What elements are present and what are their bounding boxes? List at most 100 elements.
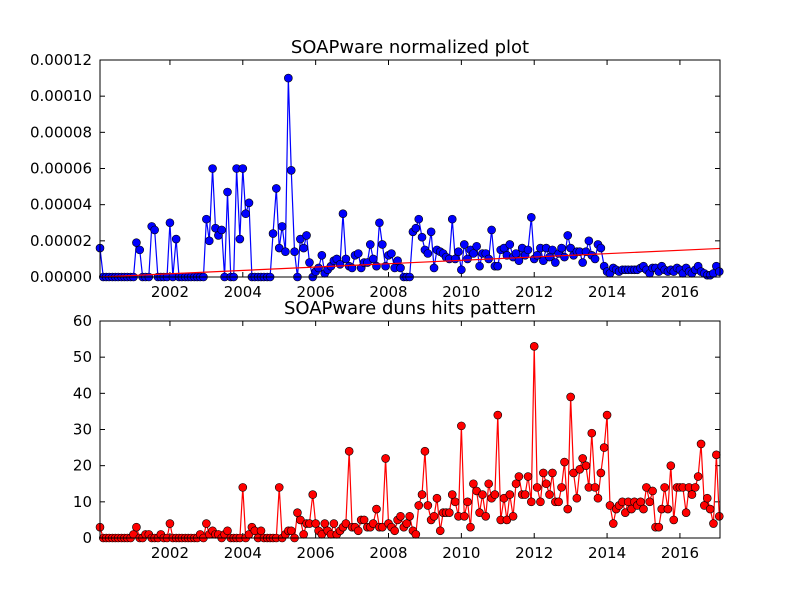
point [572, 493, 582, 503]
point [599, 443, 609, 452]
point [387, 249, 396, 258]
point [566, 392, 575, 402]
point [426, 227, 436, 237]
point [290, 247, 299, 256]
point [584, 236, 594, 246]
point [244, 198, 254, 208]
point [311, 519, 320, 528]
point [320, 519, 330, 528]
point [457, 265, 466, 275]
point [272, 184, 281, 193]
point [429, 263, 439, 273]
y-tick-label: 60 [73, 312, 92, 330]
point [314, 263, 323, 273]
point [590, 254, 600, 264]
axes-frame [99, 59, 721, 278]
point [286, 166, 296, 175]
point [490, 490, 500, 499]
point [299, 243, 308, 253]
x-tick-label: 2006 [297, 544, 335, 562]
point [475, 261, 484, 271]
x-tick-label: 2012 [515, 544, 553, 562]
x-tick-label: 2004 [224, 283, 262, 301]
point [459, 511, 469, 521]
point [505, 490, 515, 499]
point [469, 479, 478, 489]
point [414, 501, 424, 510]
y-tick-label: 0.00008 [30, 123, 92, 141]
point [463, 254, 472, 264]
point [654, 522, 664, 532]
point [402, 519, 412, 528]
point [281, 247, 290, 256]
point [505, 240, 515, 249]
point [368, 254, 378, 264]
x-tick-label: 2002 [151, 544, 189, 562]
point [639, 504, 648, 514]
point [696, 439, 706, 449]
point [420, 446, 430, 456]
point [284, 73, 293, 83]
point [241, 209, 251, 219]
point [204, 236, 214, 246]
point [681, 508, 691, 517]
point [208, 164, 217, 173]
point [274, 483, 284, 492]
point [447, 490, 457, 499]
point [305, 258, 314, 267]
x-tick-label: 2008 [369, 544, 407, 562]
point [602, 410, 612, 420]
point [457, 421, 466, 431]
y-tick-label: 0.00002 [30, 232, 92, 250]
point [417, 490, 427, 499]
point [714, 511, 724, 521]
x-tick-label: 2012 [515, 283, 553, 301]
point [608, 519, 618, 528]
y-tick-label: 0.00004 [30, 196, 92, 214]
point [557, 483, 566, 492]
point [587, 428, 597, 438]
point [132, 522, 141, 532]
point [508, 511, 518, 521]
point [165, 519, 175, 528]
point [353, 249, 363, 258]
point [523, 245, 533, 255]
point [293, 508, 302, 517]
point [669, 515, 679, 525]
point [554, 497, 563, 507]
point [454, 247, 463, 256]
point [223, 187, 232, 197]
chart-title: SOAPware duns hits pattern [284, 298, 536, 319]
point [532, 483, 542, 492]
point [365, 240, 375, 249]
y-tick-label: 50 [73, 348, 92, 366]
x-tick-label: 2008 [369, 283, 407, 301]
point [581, 461, 591, 470]
point [359, 515, 369, 525]
point [527, 497, 536, 507]
point [341, 254, 351, 264]
point [511, 479, 521, 489]
point [286, 526, 296, 536]
point [709, 519, 718, 528]
point [435, 526, 445, 536]
point [165, 218, 175, 228]
y-tick-label: 40 [73, 384, 92, 402]
point [527, 213, 536, 222]
point [578, 454, 587, 463]
axes-frame [99, 320, 721, 539]
point [514, 256, 524, 266]
y-tick-label: 0.00000 [30, 268, 92, 286]
y-tick-label: 20 [73, 457, 92, 475]
point [472, 241, 481, 251]
point [548, 468, 557, 478]
point [560, 457, 569, 467]
point [466, 522, 475, 532]
point [390, 526, 400, 536]
point [150, 225, 159, 235]
point [523, 472, 533, 481]
point [557, 243, 566, 253]
point [344, 446, 354, 456]
x-tick-label: 2004 [224, 544, 262, 562]
